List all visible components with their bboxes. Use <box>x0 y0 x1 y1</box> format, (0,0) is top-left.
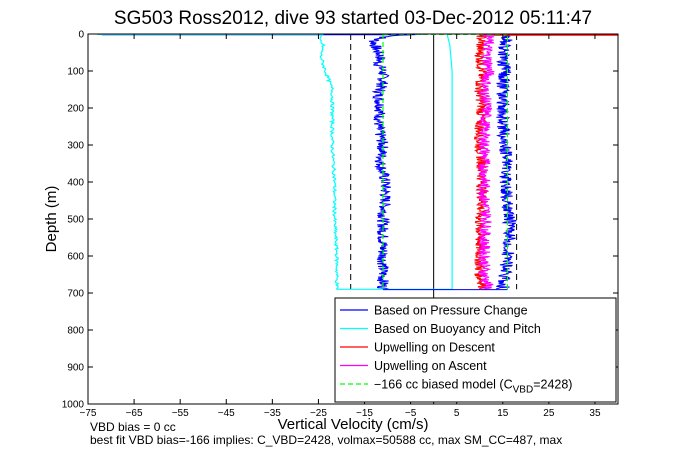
chart-title: SG503 Ross2012, dive 93 started 03-Dec-2… <box>114 8 592 29</box>
x-tick-label: −5 <box>405 408 417 419</box>
x-tick-label: −25 <box>310 408 327 419</box>
y-tick-label: 700 <box>67 289 84 300</box>
plot-area: −75 −65 −55 −45 −35 −25 −15 −5 5 15 25 350100200300… <box>62 30 619 419</box>
series-line-buoyancy-pitch-ascent <box>446 34 453 290</box>
x-tick-label: −15 <box>356 408 373 419</box>
legend-entry-label: Based on Buoyancy and Pitch <box>374 322 541 336</box>
x-tick-label: −65 <box>126 408 143 419</box>
legend-entry-label: −166 cc biased model (CVBD=2428) <box>374 378 572 396</box>
x-tick-label: −45 <box>218 408 235 419</box>
x-axis-label: Vertical Velocity (cm/s) <box>278 416 429 433</box>
x-tick-label: −55 <box>172 408 189 419</box>
y-tick-label: 800 <box>67 326 84 337</box>
legend-entry-label: Based on Pressure Change <box>374 304 528 318</box>
y-tick-label: 400 <box>67 178 84 189</box>
x-tick-label: 5 <box>454 408 460 419</box>
series-line-upwelling-ascent <box>477 34 495 290</box>
y-tick-label: 900 <box>67 363 84 374</box>
y-tick-label: 600 <box>67 252 84 263</box>
vbd-bias-note: VBD bias = 0 cc <box>90 420 176 434</box>
x-tick-label: −35 <box>264 408 281 419</box>
y-tick-label: 0 <box>78 30 84 41</box>
series-line-pressure-change-ascent <box>495 34 517 290</box>
x-tick-label: −75 <box>80 408 97 419</box>
legend: Based on Pressure Change Based on Buoyanc… <box>334 297 617 403</box>
series-line-pressure-change-descent <box>368 34 425 290</box>
x-tick-label: 25 <box>543 408 555 419</box>
y-axis-label: Depth (m) <box>43 186 60 253</box>
y-tick-label: 500 <box>67 215 84 226</box>
y-tick-label: 300 <box>67 141 84 152</box>
y-tick-label: 100 <box>67 67 84 78</box>
y-tick-label: 200 <box>67 104 84 115</box>
y-tick-label: 1000 <box>62 400 85 411</box>
best-fit-note: best fit VBD bias=-166 implies: C_VBD=24… <box>90 433 562 447</box>
legend-frame <box>334 297 617 403</box>
x-tick-label: 15 <box>497 408 509 419</box>
legend-entry-label: Upwelling on Ascent <box>374 359 487 373</box>
legend-entry-label: Upwelling on Descent <box>374 341 495 355</box>
series-line-buoyancy-pitch-descent <box>319 34 340 290</box>
x-tick-label: 35 <box>589 408 601 419</box>
